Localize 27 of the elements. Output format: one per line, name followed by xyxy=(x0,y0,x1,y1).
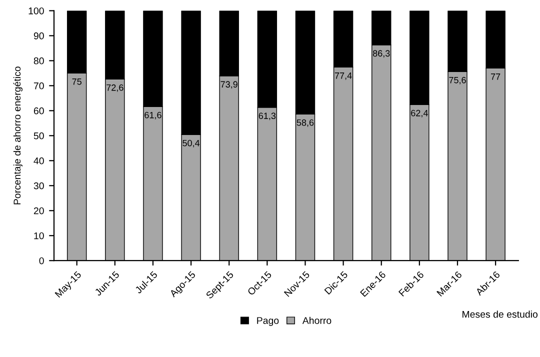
data-label: 62,4 xyxy=(411,110,428,118)
data-label: 61,3 xyxy=(258,112,276,120)
y-tick-label: 100 xyxy=(28,7,44,14)
data-label: 75,6 xyxy=(449,76,466,84)
data-label: 72,6 xyxy=(106,84,124,92)
data-label: 77,4 xyxy=(334,72,352,80)
y-tick-label: 20 xyxy=(34,207,44,214)
data-label: 50,4 xyxy=(182,140,200,148)
y-tick-label: 0 xyxy=(39,257,44,264)
y-tick-label: 60 xyxy=(34,107,44,114)
legend-label: Pago xyxy=(257,317,279,326)
y-tick-label: 90 xyxy=(34,32,44,40)
y-tick-label: 70 xyxy=(34,82,44,90)
data-label: 73,9 xyxy=(220,81,238,89)
y-tick-label: 10 xyxy=(34,232,44,240)
y-tick-label: 80 xyxy=(34,57,44,64)
y-tick-label: 30 xyxy=(34,182,44,190)
data-label: 75 xyxy=(72,78,82,85)
y-tick-label: 40 xyxy=(34,157,44,164)
y-tick-label: 50 xyxy=(34,132,44,140)
x-axis-title: Meses de estudio xyxy=(462,310,538,318)
data-label: 58,6 xyxy=(296,119,314,127)
data-label: 61,6 xyxy=(144,112,162,120)
data-label: 77 xyxy=(491,74,500,80)
y-axis-title: Porcentaje de ahorro energético xyxy=(13,66,23,204)
legend-label: Ahorro xyxy=(302,316,332,324)
data-label: 86,3 xyxy=(372,50,390,58)
